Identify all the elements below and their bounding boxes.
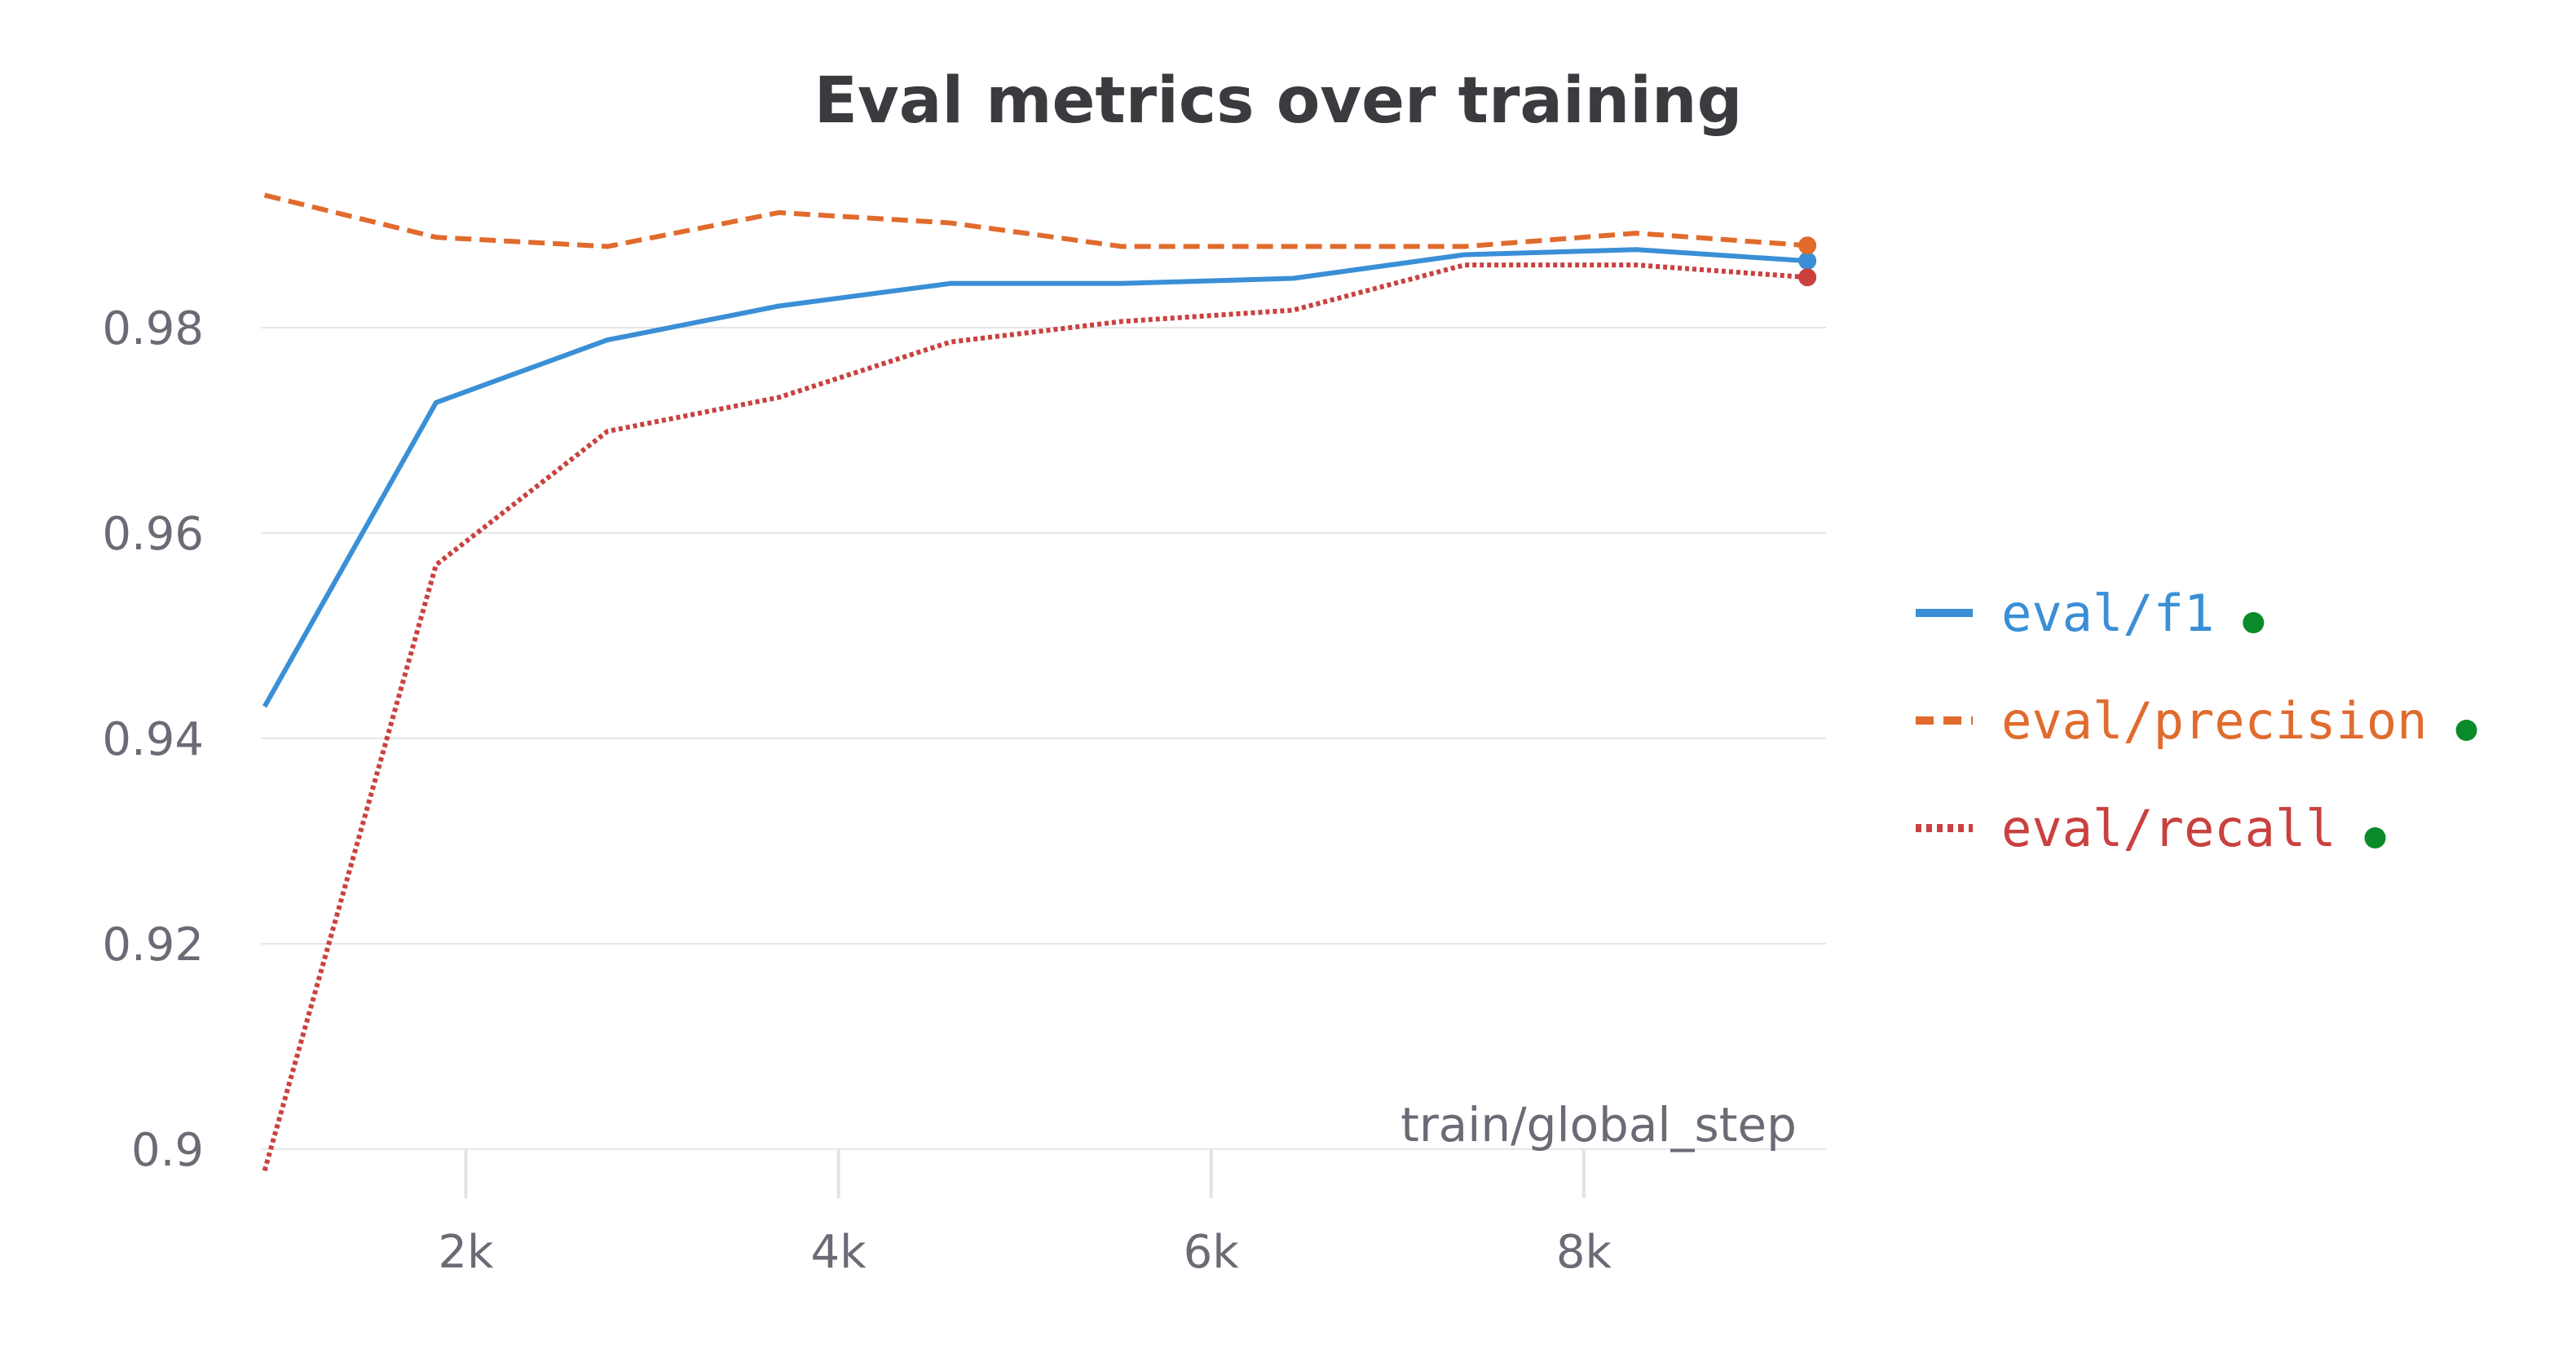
legend-label: eval/precision [2001,691,2428,751]
x-tick-label: 4k [811,1226,867,1279]
legend-label: eval/recall [2001,799,2336,858]
series-line-eval-precision[interactable] [263,192,1808,249]
legend[interactable]: eval/f1 eval/precision eval/recall [1916,584,2477,858]
legend-status-dot [2364,827,2386,848]
series-line-eval-f1[interactable] [262,247,1808,708]
legend-item-eval-f1[interactable]: eval/f1 [1916,584,2265,643]
x-tick-label: 2k [438,1226,494,1279]
chart-title: Eval metrics over training [814,64,1743,138]
y-tick-label: 0.92 [102,919,204,972]
x-tick-label: 8k [1556,1226,1612,1279]
axis-ticks: 0.9 0.92 0.94 0.96 0.98 2k 4k 6k 8k [102,302,1612,1279]
grid-lines [261,326,1826,1150]
y-tick-label: 0.98 [102,302,204,355]
series-endpoint-marker [1798,268,1817,287]
series-lines [262,192,1817,1172]
series-endpoint-marker [1798,236,1817,255]
legend-item-eval-precision[interactable]: eval/precision [1916,691,2477,751]
legend-status-dot [2455,720,2477,741]
legend-label: eval/f1 [2001,584,2214,643]
series-endpoint-marker [1798,252,1817,271]
legend-item-eval-recall[interactable]: eval/recall [1916,799,2386,858]
y-tick-label: 0.9 [131,1124,204,1177]
y-tick-label: 0.94 [102,713,204,766]
series-line-eval-recall[interactable] [262,262,1808,1172]
x-tick-label: 6k [1184,1226,1240,1279]
y-tick-label: 0.96 [102,508,204,561]
legend-status-dot [2243,612,2265,633]
x-axis-label: train/global_step [1400,1097,1797,1152]
